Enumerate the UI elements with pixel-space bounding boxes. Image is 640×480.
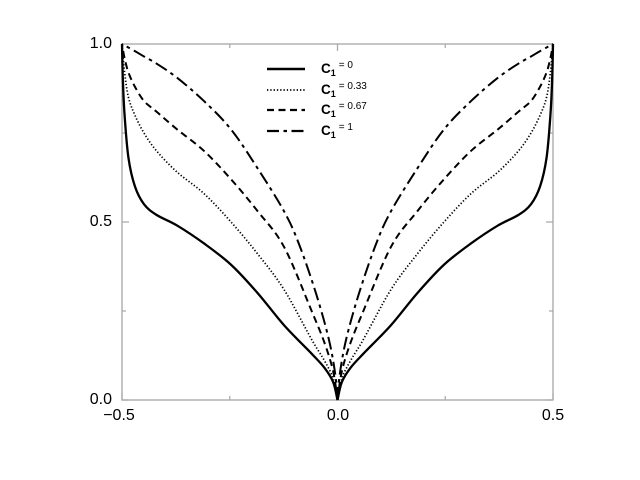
curve-solid bbox=[336, 43, 555, 401]
curve-dashed bbox=[336, 43, 554, 401]
dashed-line-swatch bbox=[267, 109, 305, 112]
legend-label: C1= 1 bbox=[321, 121, 353, 140]
y-tick-label-0-0: 0.0 bbox=[89, 391, 112, 408]
legend: C1= 0 C1= 0.33 C1= 0.67 C1= 1 bbox=[266, 59, 367, 141]
x-tick-label-0-0: 0.0 bbox=[326, 407, 350, 424]
legend-entry-c1-0: C1= 0 bbox=[266, 59, 367, 80]
legend-label: C1= 0.33 bbox=[321, 80, 367, 99]
y-tick-label-1-0: 1.0 bbox=[89, 35, 112, 52]
legend-entry-c1-1: C1= 1 bbox=[266, 121, 367, 142]
curve-solid bbox=[120, 43, 339, 401]
curve-dash-dot bbox=[336, 43, 554, 401]
dotted-line-swatch bbox=[267, 88, 305, 91]
curve-dash-dot bbox=[121, 43, 339, 401]
legend-label: C1= 0 bbox=[321, 60, 353, 79]
curve-dashed bbox=[121, 43, 339, 401]
x-tick-label-neg-0-5: −0.5 bbox=[103, 407, 135, 424]
solid-line-swatch bbox=[267, 67, 305, 71]
x-tick-label-0-5: 0.5 bbox=[541, 407, 565, 424]
y-tick-label-0-5: 0.5 bbox=[89, 213, 112, 230]
dash-dot-line-swatch bbox=[267, 129, 305, 132]
legend-label: C1= 0.67 bbox=[321, 101, 367, 120]
legend-entry-c1-033: C1= 0.33 bbox=[266, 80, 367, 101]
legend-entry-c1-067: C1= 0.67 bbox=[266, 100, 367, 121]
